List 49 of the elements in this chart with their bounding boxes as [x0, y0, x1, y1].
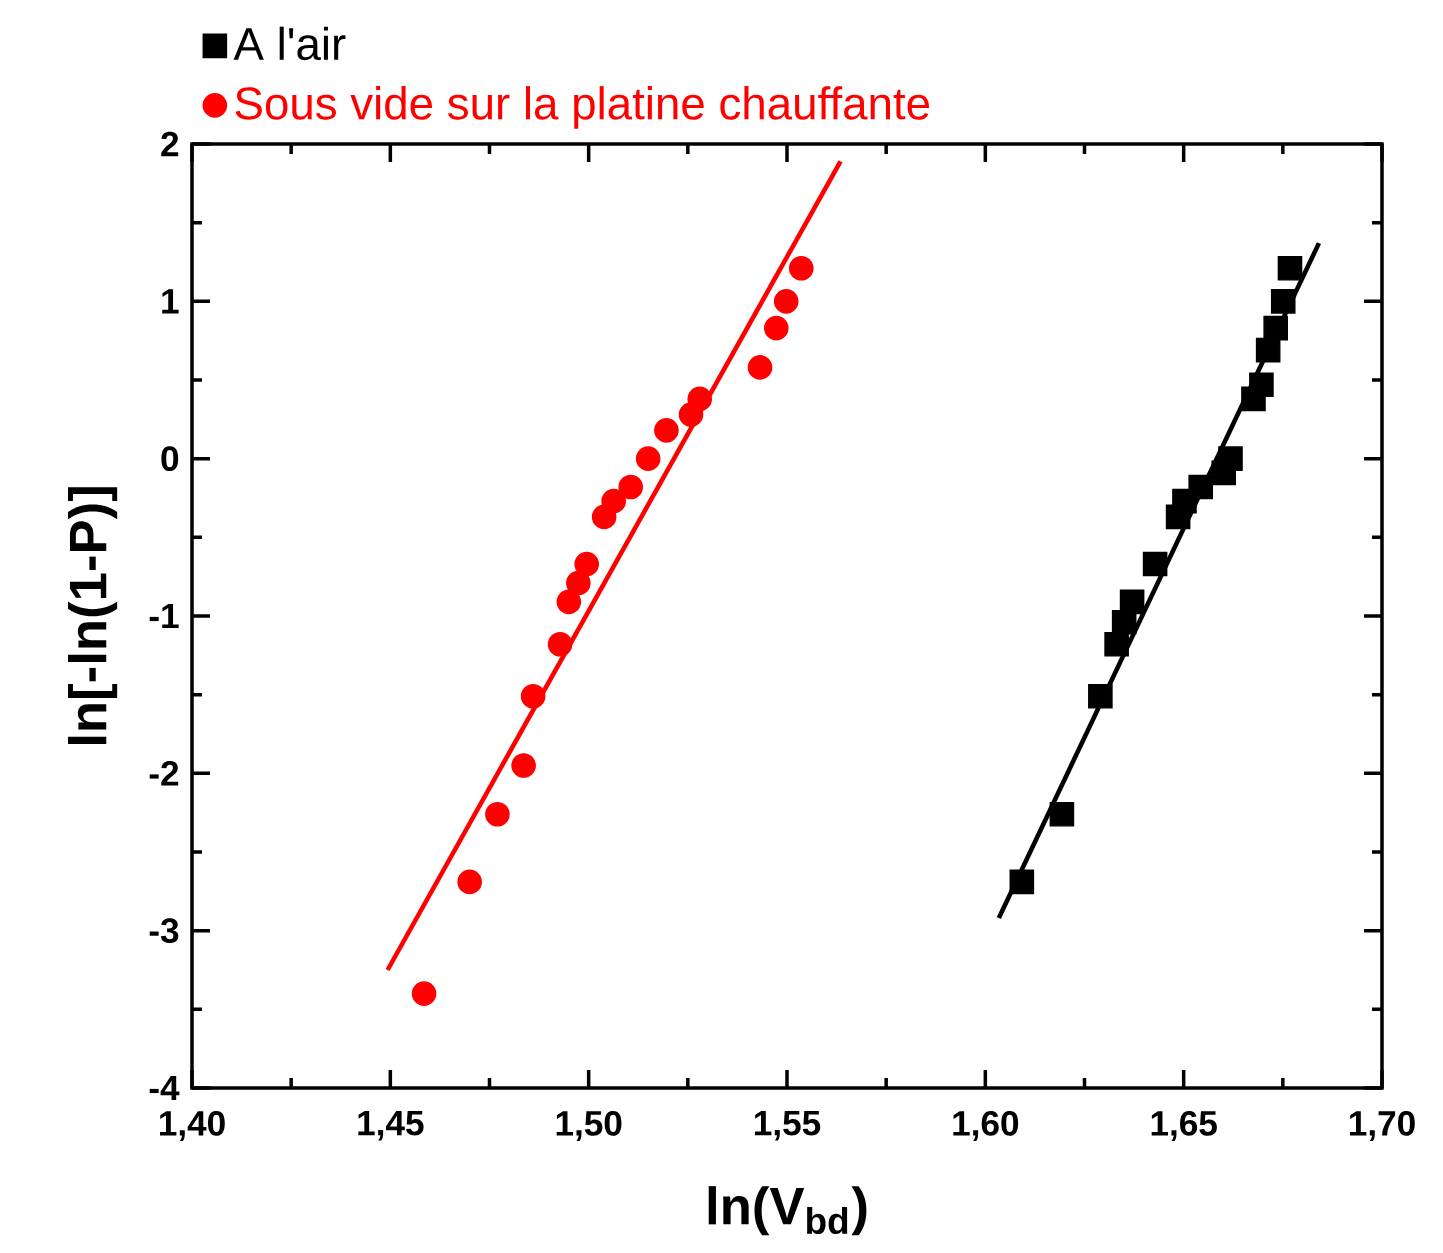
point	[773, 289, 799, 314]
y-tick-label: -4	[149, 1075, 180, 1101]
x-tick-label: 1,70	[1350, 1110, 1415, 1141]
point	[618, 474, 644, 500]
point	[511, 753, 536, 778]
point	[566, 570, 591, 596]
x-axis-title: ln(V$_{bd}$)	[708, 1186, 867, 1236]
y-axis-title: ln[-ln(1-P)]	[68, 487, 118, 745]
point	[1249, 372, 1274, 398]
x-tick-label: 1,55	[755, 1110, 821, 1141]
point	[687, 386, 713, 412]
x-tick-label: 1,60	[953, 1110, 1019, 1141]
point	[485, 801, 510, 827]
point	[1119, 589, 1145, 615]
point	[601, 488, 626, 514]
y-tick-label: -2	[149, 761, 179, 786]
y-tick-label: -1	[149, 603, 179, 629]
x-tick-label: 1,50	[556, 1110, 622, 1141]
point	[1270, 289, 1296, 314]
point	[411, 981, 437, 1006]
point	[547, 632, 573, 657]
legend-label: A l'air	[233, 26, 346, 61]
y-tick-label: -3	[149, 918, 179, 944]
point	[1142, 551, 1168, 577]
x-tick-label: 1,45	[358, 1110, 424, 1141]
point	[520, 683, 546, 709]
point	[763, 315, 789, 341]
point	[1263, 315, 1288, 341]
point	[1188, 474, 1214, 500]
y-tick-label: 2	[161, 131, 179, 157]
point	[788, 255, 814, 281]
point	[556, 589, 582, 615]
point	[747, 355, 773, 380]
point	[574, 551, 599, 577]
point	[654, 418, 679, 443]
y-tick-label: 0	[161, 446, 179, 472]
point	[1088, 683, 1113, 709]
legend-label: Sous vide sur la platine chauffante	[235, 86, 930, 129]
x-tick-label: 1,65	[1151, 1110, 1217, 1141]
point	[1277, 255, 1303, 281]
point	[1218, 446, 1243, 471]
point	[1255, 337, 1281, 363]
y-tick-label: 1	[162, 289, 179, 314]
point	[457, 869, 482, 895]
point	[1009, 869, 1035, 895]
point	[635, 446, 661, 471]
point	[1104, 632, 1129, 657]
point	[1049, 801, 1075, 827]
x-tick-label: 1,40	[160, 1110, 225, 1141]
